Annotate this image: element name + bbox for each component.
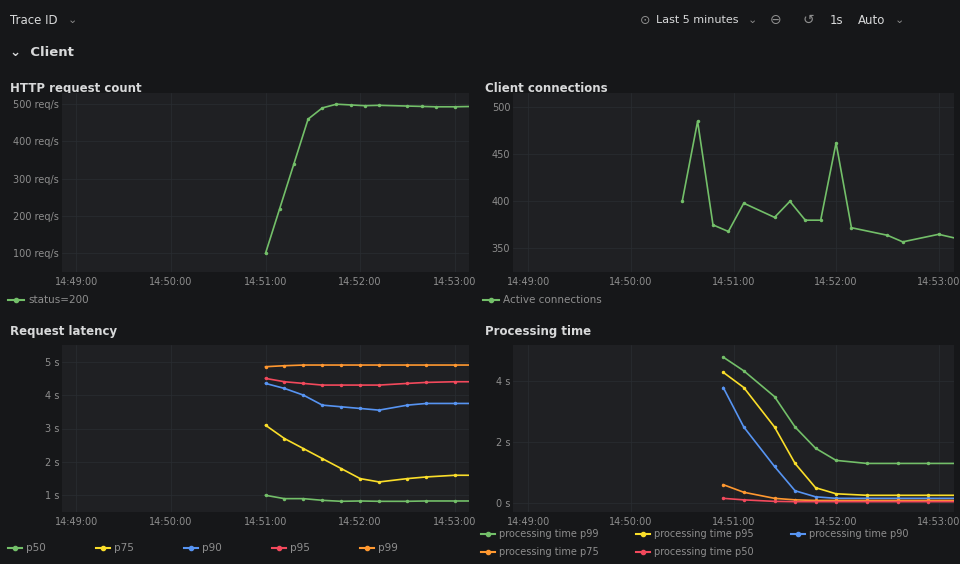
Text: p99: p99	[378, 543, 397, 553]
Text: ⊖: ⊖	[770, 13, 781, 27]
Text: ⌄: ⌄	[895, 15, 904, 25]
Text: p90: p90	[202, 543, 222, 553]
Text: ⌄: ⌄	[68, 15, 78, 25]
Text: Trace ID: Trace ID	[10, 14, 58, 27]
Text: status=200: status=200	[28, 295, 88, 305]
Text: Active connections: Active connections	[503, 295, 602, 305]
Text: Client connections: Client connections	[485, 82, 608, 95]
Text: processing time p50: processing time p50	[654, 547, 754, 557]
Text: Auto: Auto	[858, 14, 885, 27]
Text: processing time p90: processing time p90	[809, 529, 908, 539]
Text: ⊙: ⊙	[640, 14, 651, 27]
Text: processing time p95: processing time p95	[654, 529, 754, 539]
Text: 1s: 1s	[830, 14, 844, 27]
Text: p75: p75	[114, 543, 133, 553]
Text: p50: p50	[26, 543, 46, 553]
Text: processing time p99: processing time p99	[499, 529, 598, 539]
Text: HTTP request count: HTTP request count	[10, 82, 141, 95]
Text: ⌄  Client: ⌄ Client	[10, 46, 74, 59]
Text: ⌄: ⌄	[748, 15, 757, 25]
Text: Processing time: Processing time	[485, 325, 590, 338]
Text: p95: p95	[290, 543, 310, 553]
Text: processing time p75: processing time p75	[499, 547, 599, 557]
Text: Last 5 minutes: Last 5 minutes	[656, 15, 738, 25]
Text: ↺: ↺	[803, 13, 815, 27]
Text: Request latency: Request latency	[10, 325, 116, 338]
